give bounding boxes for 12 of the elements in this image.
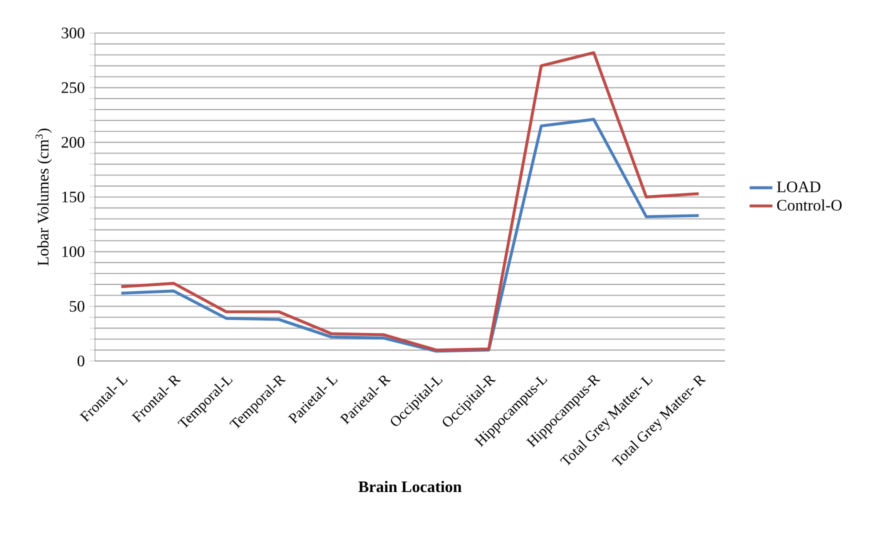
y-axis-title: Lobar Volumes (cm$^{3}$) (36, 128, 52, 266)
x-axis-title: Brain Location (358, 480, 462, 492)
line-series (120, 51, 700, 352)
legend-label: LOAD (776, 181, 820, 192)
y-tick-label: 0 (78, 356, 84, 366)
y-tick-label: 200 (62, 136, 84, 148)
y-tick-label: 150 (62, 192, 84, 202)
y-tick-label: 100 (62, 246, 84, 258)
y-tick-label: 250 (62, 82, 84, 94)
y-tick-label: 300 (62, 28, 84, 38)
legend-label: Control-O (777, 199, 842, 211)
y-tick-label: 50 (70, 300, 84, 312)
